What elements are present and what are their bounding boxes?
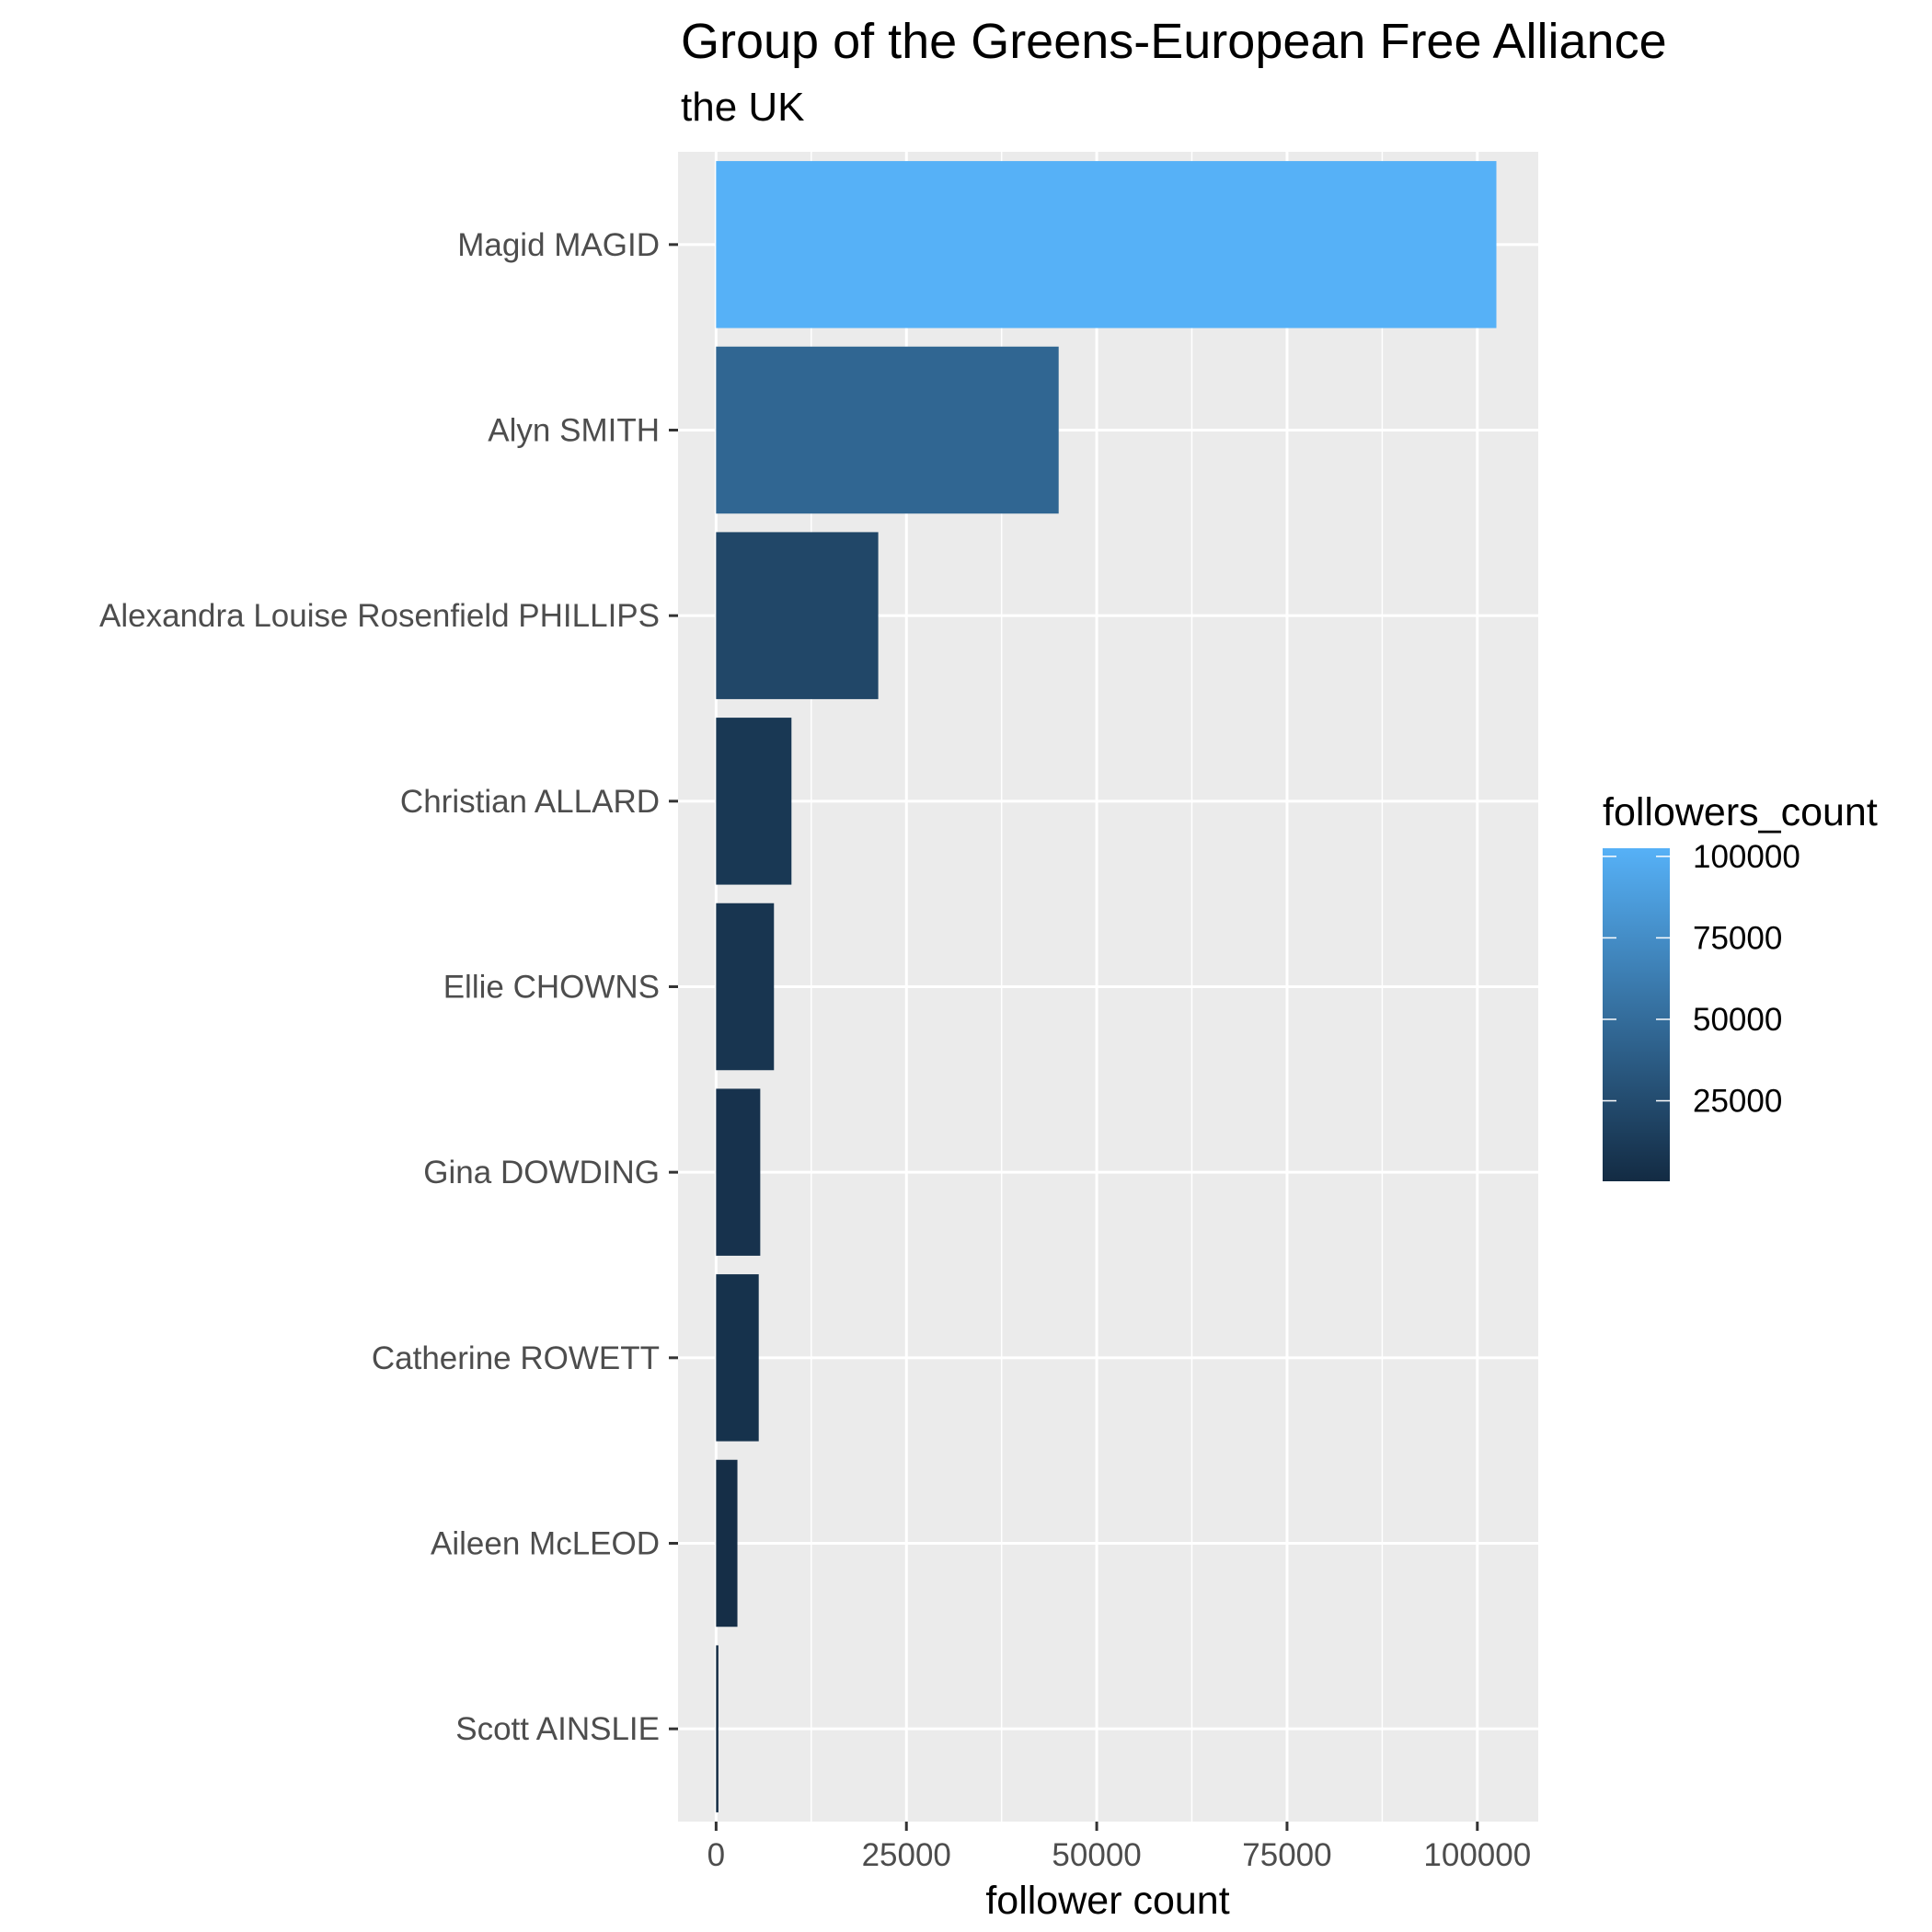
y-axis: Magid MAGID Alyn SMITH Alexandra Louise Ro…	[99, 227, 678, 1747]
y-tick-label: Ellie CHOWNS	[443, 970, 660, 1006]
bar	[716, 903, 775, 1071]
bar	[716, 1459, 738, 1627]
legend-break-label: 75000	[1693, 920, 1782, 956]
y-tick-label: Gina DOWDING	[423, 1155, 660, 1190]
y-tick-label: Aileen McLEOD	[431, 1526, 660, 1562]
bar	[716, 718, 792, 885]
chart-title: Group of the Greens-European Free Allian…	[681, 14, 1667, 69]
bar	[716, 1645, 719, 1812]
x-axis-title: follower count	[985, 1879, 1229, 1923]
bar	[716, 1088, 761, 1256]
x-tick-label: 25000	[862, 1837, 951, 1873]
legend-break-label: 25000	[1693, 1084, 1782, 1120]
x-tick-label: 50000	[1052, 1837, 1141, 1873]
legend-break-label: 50000	[1693, 1002, 1782, 1038]
y-tick-label: Christian ALLARD	[400, 784, 660, 820]
y-tick-label: Catherine ROWETT	[372, 1340, 660, 1376]
legend-colorbar	[1603, 848, 1670, 1181]
bar	[716, 346, 1059, 514]
x-axis: 0 25000 50000 75000 100000	[707, 1822, 1531, 1873]
bar	[716, 1274, 759, 1442]
y-tick-label: Magid MAGID	[457, 227, 660, 263]
bar	[716, 161, 1497, 328]
y-tick-label: Alyn SMITH	[488, 413, 660, 449]
x-tick-label: 75000	[1242, 1837, 1331, 1873]
legend-title: followers_count	[1603, 790, 1878, 834]
x-tick-label: 0	[707, 1837, 725, 1873]
chart-subtitle: the UK	[681, 85, 805, 130]
legend: followers_count 25000 50000 75000 100000	[1603, 790, 1878, 1181]
bar	[716, 532, 879, 699]
bars	[716, 161, 1497, 1812]
x-tick-label: 100000	[1423, 1837, 1531, 1873]
legend-break-label: 100000	[1693, 839, 1800, 875]
y-tick-label: Scott AINSLIE	[455, 1711, 660, 1747]
y-tick-label: Alexandra Louise Rosenfield PHILLIPS	[99, 598, 660, 634]
